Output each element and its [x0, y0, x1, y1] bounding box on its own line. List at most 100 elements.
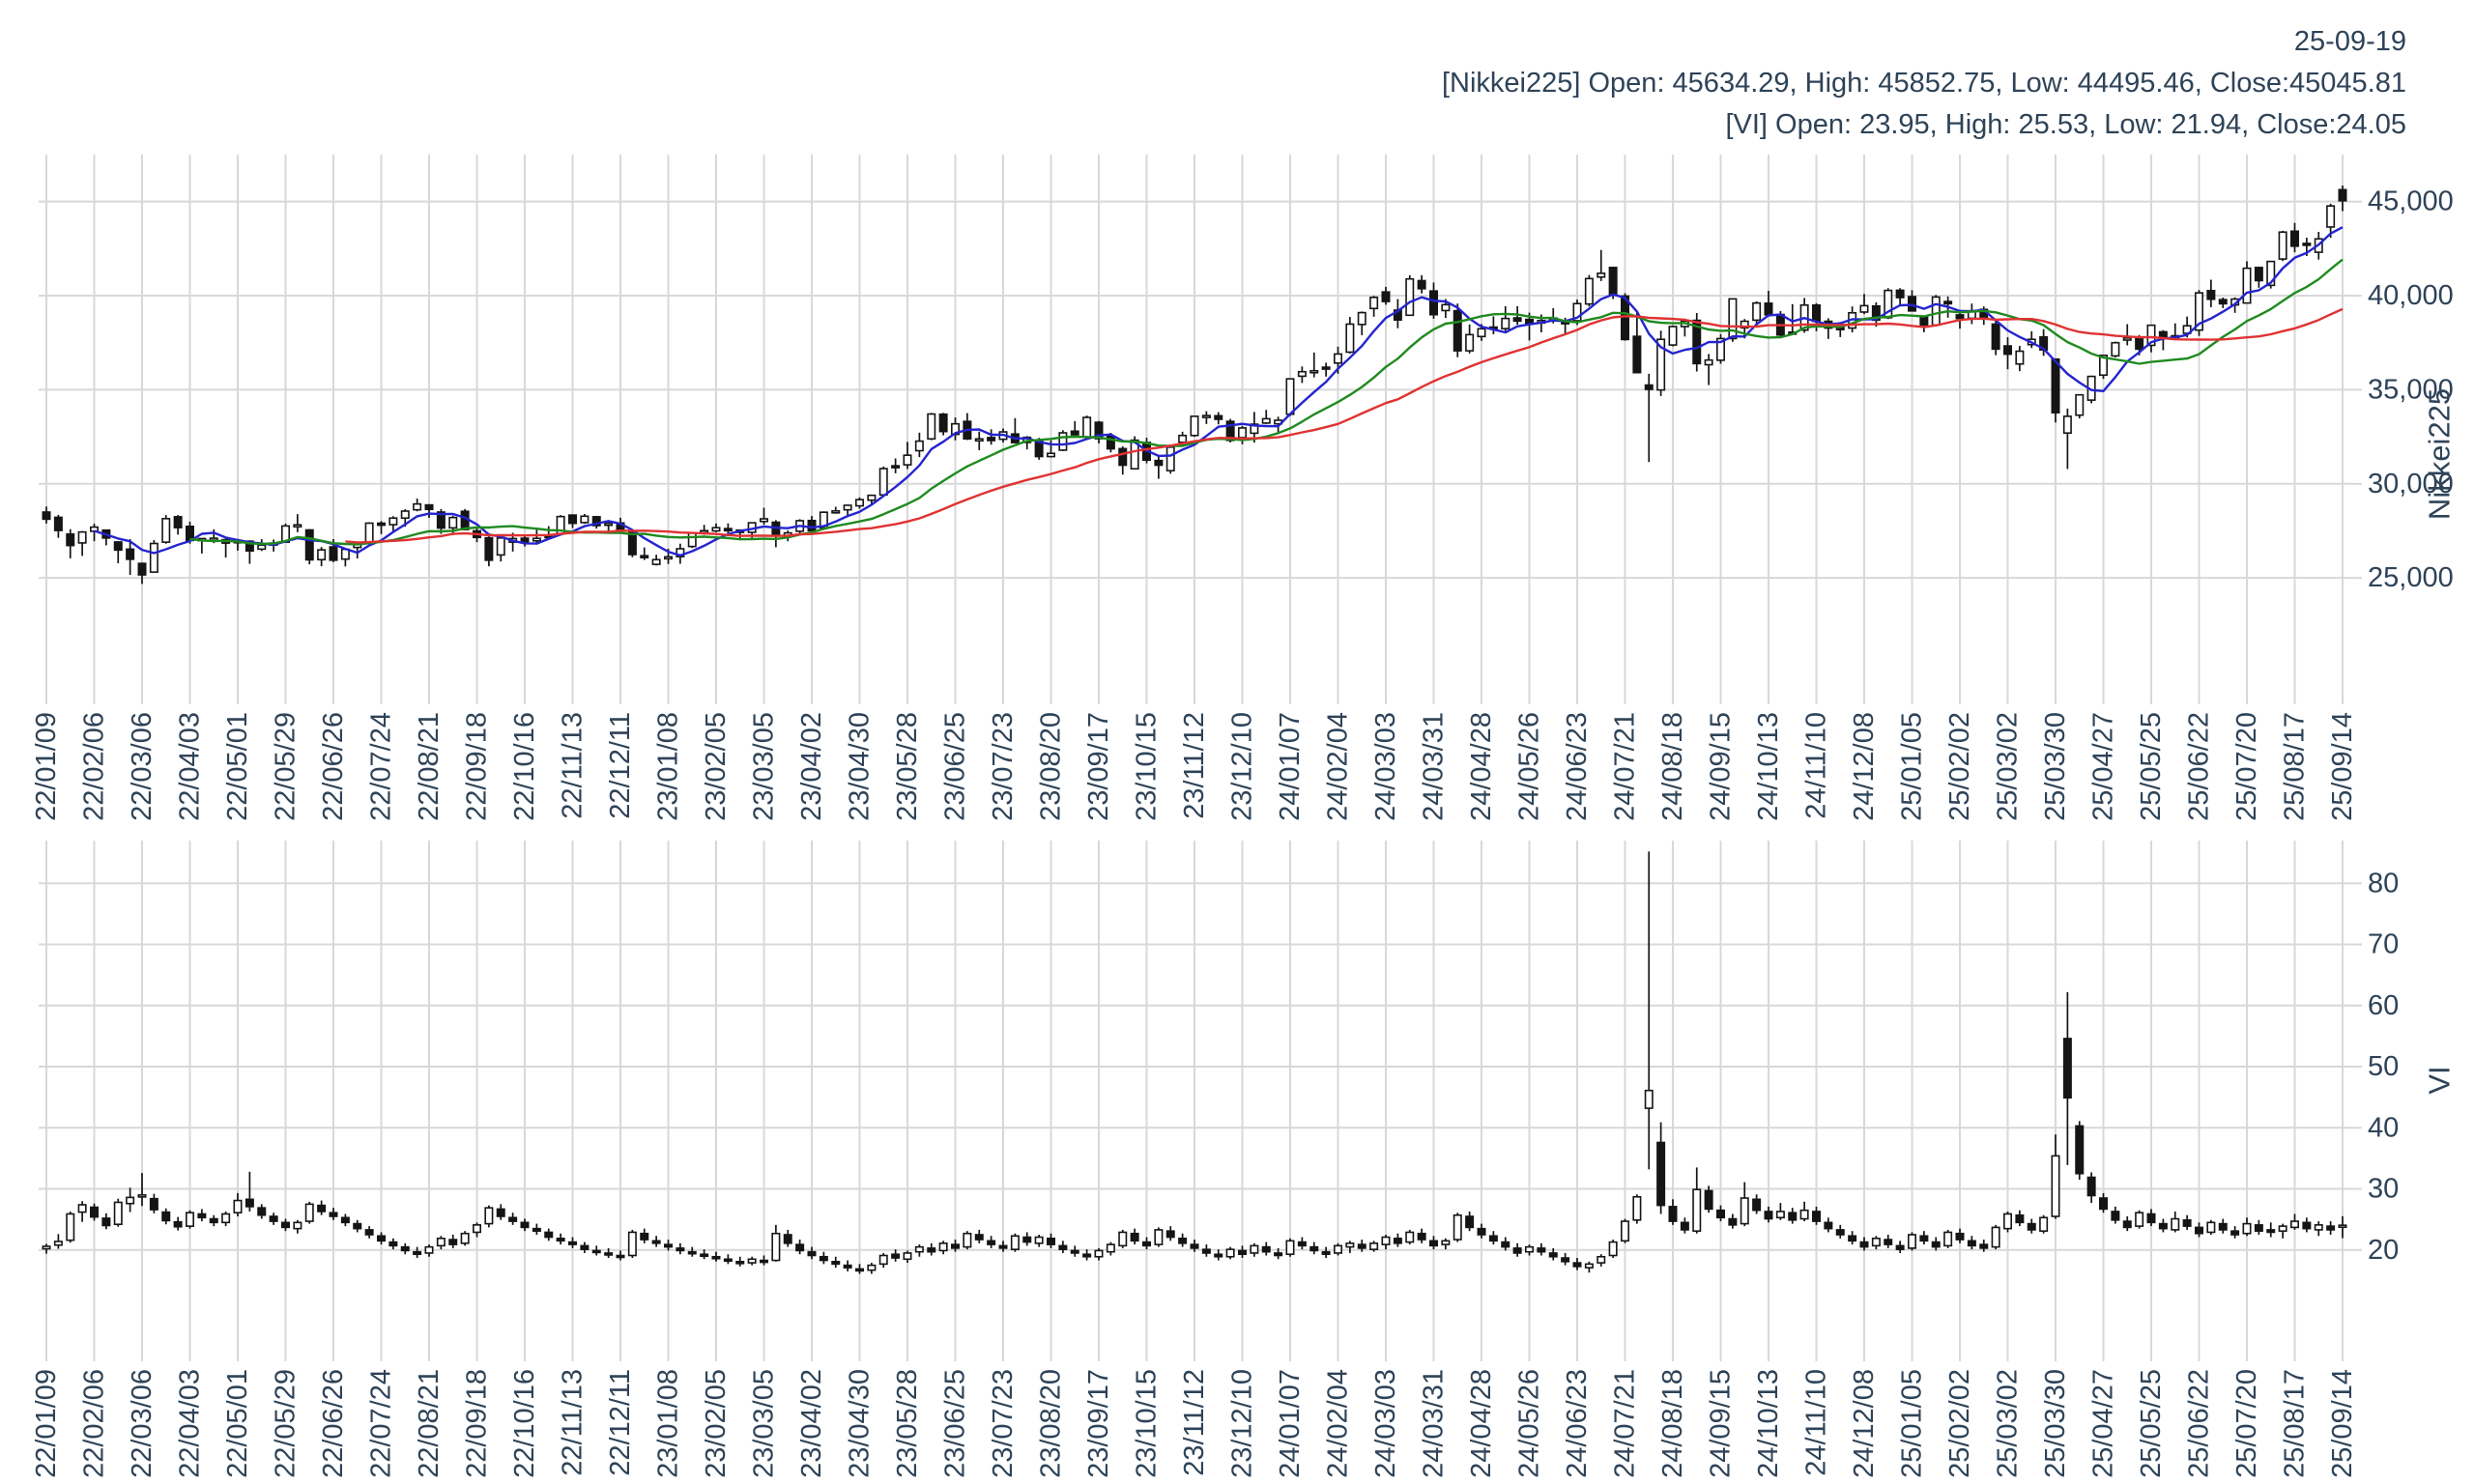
x-tick-label: 22/01/09	[31, 712, 62, 821]
x-tick-label: 23/03/05	[749, 1369, 780, 1478]
x-tick-label: 25/02/02	[1944, 1369, 1975, 1478]
x-tick-label: 24/11/10	[1801, 1369, 1832, 1476]
x-tick-label: 24/06/23	[1562, 1369, 1593, 1478]
header-nikkei-ohlc: [Nikkei225] Open: 45634.29, High: 45852.…	[1441, 67, 2406, 99]
x-tick-label: 24/03/03	[1370, 712, 1401, 821]
x-tick-label: 23/06/25	[940, 1369, 971, 1478]
x-tick-label: 23/04/30	[845, 712, 876, 821]
x-tick-label: 22/12/11	[605, 712, 636, 819]
x-tick-label: 22/02/06	[79, 712, 110, 821]
x-tick-label: 23/10/15	[1132, 1369, 1163, 1478]
x-tick-label: 24/12/08	[1849, 1369, 1880, 1478]
x-tick-label: 25/01/05	[1897, 712, 1928, 821]
x-tick-label: 24/01/07	[1275, 712, 1306, 821]
x-tick-label: 25/04/27	[2088, 1369, 2119, 1478]
x-tick-label: 25/07/20	[2231, 1369, 2262, 1478]
x-tick-label: 25/03/02	[1993, 1369, 2024, 1478]
x-tick-label: 25/01/05	[1897, 1369, 1928, 1478]
y-tick-label: 60	[2368, 990, 2399, 1021]
x-tick-label: 23/03/05	[749, 712, 780, 821]
ma-line-13w	[189, 258, 2344, 546]
x-tick-label: 22/04/03	[175, 712, 206, 821]
y-tick-label: 25,000	[2368, 562, 2454, 593]
x-tick-label: 24/05/26	[1514, 712, 1545, 821]
x-tick-label: 24/07/21	[1610, 712, 1641, 821]
x-tick-label: 24/07/21	[1610, 1369, 1641, 1478]
x-tick-label: 25/09/14	[2327, 1369, 2358, 1478]
y-tick-label: 50	[2368, 1051, 2399, 1082]
vi-candlestick-panel: 20 30 40 50 60 70 80 22/01/09 22/02/06 22/03/06 22…	[31, 841, 2399, 1478]
x-tick-label: 25/03/30	[2040, 712, 2071, 821]
header-date: 25-09-19	[2293, 26, 2406, 57]
x-tick-label: 24/02/04	[1323, 1369, 1354, 1478]
y-tick-label: 40	[2368, 1112, 2399, 1143]
x-tick-label: 25/05/25	[2136, 1369, 2167, 1478]
x-tick-label: 22/07/24	[366, 1369, 397, 1478]
x-tick-label: 25/03/30	[2040, 1369, 2071, 1478]
x-tick-label: 23/05/28	[892, 712, 923, 821]
x-tick-label: 23/12/10	[1227, 712, 1258, 821]
x-tick-label: 23/08/20	[1036, 1369, 1067, 1478]
x-tick-label: 24/08/18	[1657, 1369, 1688, 1478]
x-tick-label: 24/08/18	[1657, 712, 1688, 821]
x-tick-label: 22/11/13	[558, 712, 589, 819]
y-tick-label: 45,000	[2368, 186, 2454, 217]
x-tick-label: 25/06/22	[2184, 1369, 2215, 1478]
x-tick-label: 24/04/28	[1466, 1369, 1497, 1478]
x-tick-label: 24/01/07	[1275, 1369, 1306, 1478]
y-tick-label: 30,000	[2368, 469, 2454, 499]
x-tick-label: 22/05/29	[271, 712, 302, 821]
x-tick-label: 25/02/02	[1944, 712, 1975, 821]
x-tick-label: 25/03/02	[1993, 712, 2024, 821]
x-tick-label: 22/01/09	[31, 1369, 62, 1478]
y-tick-label: 70	[2368, 929, 2399, 960]
x-tick-label: 23/01/08	[653, 1369, 684, 1478]
x-tick-label: 25/05/25	[2136, 712, 2167, 821]
x-tick-label: 23/08/20	[1036, 712, 1067, 821]
x-tick-label: 22/08/21	[414, 712, 445, 821]
y-tick-label: 20	[2368, 1235, 2399, 1266]
x-tick-label: 23/06/25	[940, 712, 971, 821]
x-tick-label: 22/10/16	[509, 712, 540, 821]
x-tick-label: 23/09/17	[1083, 712, 1114, 821]
x-tick-label: 24/03/31	[1419, 1369, 1450, 1478]
x-tick-label: 23/05/28	[892, 1369, 923, 1478]
x-tick-label: 25/07/20	[2231, 712, 2262, 821]
x-tick-label: 22/05/01	[222, 1369, 253, 1478]
x-tick-label: 23/09/17	[1083, 1369, 1114, 1478]
x-tick-label: 22/07/24	[366, 712, 397, 821]
x-tick-label: 24/03/03	[1370, 1369, 1401, 1478]
y-tick-label: 35,000	[2368, 374, 2454, 405]
x-tick-label: 22/03/06	[127, 1369, 158, 1478]
x-tick-label: 24/05/26	[1514, 1369, 1545, 1478]
x-tick-label: 22/08/21	[414, 1369, 445, 1478]
x-tick-label: 25/04/27	[2088, 712, 2119, 821]
x-tick-label: 24/12/08	[1849, 712, 1880, 821]
x-tick-label: 24/10/13	[1753, 712, 1784, 821]
x-tick-label: 25/08/17	[2280, 1369, 2311, 1478]
x-tick-label: 23/02/05	[701, 1369, 732, 1478]
x-tick-label: 23/04/30	[845, 1369, 876, 1478]
x-tick-label: 23/11/12	[1179, 712, 1210, 819]
x-tick-label: 24/10/13	[1753, 1369, 1784, 1478]
x-tick-label: 23/04/02	[796, 712, 827, 821]
x-tick-label: 22/05/01	[222, 712, 253, 821]
x-tick-label: 22/02/06	[79, 1369, 110, 1478]
x-tick-label: 25/08/17	[2280, 712, 2311, 821]
x-tick-label: 22/05/29	[271, 1369, 302, 1478]
x-tick-label: 25/09/14	[2327, 712, 2358, 821]
chart-header: 25-09-19 [Nikkei225] Open: 45634.29, Hig…	[1442, 21, 2406, 146]
x-tick-label: 24/02/04	[1323, 712, 1354, 821]
x-tick-label: 23/01/08	[653, 712, 684, 821]
x-tick-label: 23/10/15	[1132, 712, 1163, 821]
header-vi-ohlc: [VI] Open: 23.95, High: 25.53, Low: 21.9…	[1725, 108, 2406, 140]
nikkei-axis-title: Nikkei225	[2423, 388, 2457, 520]
y-tick-label: 30	[2368, 1174, 2399, 1205]
y-tick-label: 80	[2368, 868, 2399, 899]
x-tick-label: 22/04/03	[175, 1369, 206, 1478]
x-tick-label: 22/09/18	[462, 712, 493, 821]
y-tick-label: 40,000	[2368, 280, 2454, 311]
x-tick-label: 22/03/06	[127, 712, 158, 821]
